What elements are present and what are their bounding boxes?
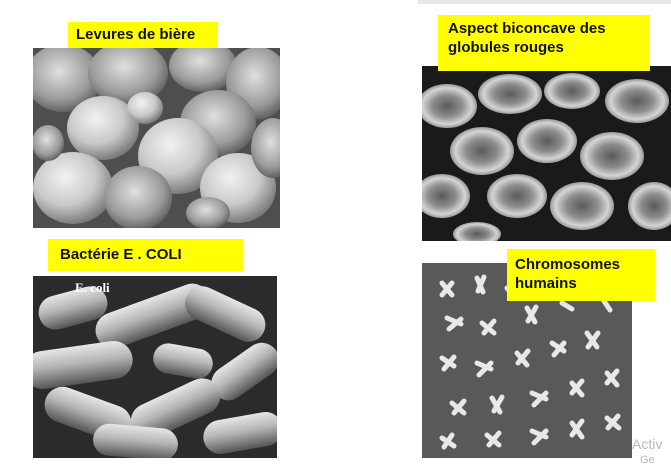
yeast-image: [33, 48, 280, 228]
activation-watermark-line2: Ge: [640, 454, 655, 465]
activation-watermark-line1: Activ: [632, 436, 663, 452]
red-blood-cells-micrograph: [422, 66, 671, 241]
ecoli-image: [33, 276, 277, 458]
red-blood-cells-caption: Aspect biconcave des globules rouges: [438, 15, 650, 71]
yeast-caption: Levures de bière: [68, 22, 218, 48]
ecoli-micrograph: E. coli: [33, 276, 277, 458]
chromosomes-caption: Chromosomes humains: [507, 249, 655, 301]
top-divider: [418, 0, 671, 4]
yeast-micrograph: [33, 48, 280, 228]
ecoli-caption: Bactérie E . COLI: [48, 239, 243, 271]
ecoli-caption-strip: [243, 263, 259, 276]
red-blood-cells-image: [422, 66, 671, 241]
ecoli-inset-label: E. coli: [75, 280, 110, 295]
